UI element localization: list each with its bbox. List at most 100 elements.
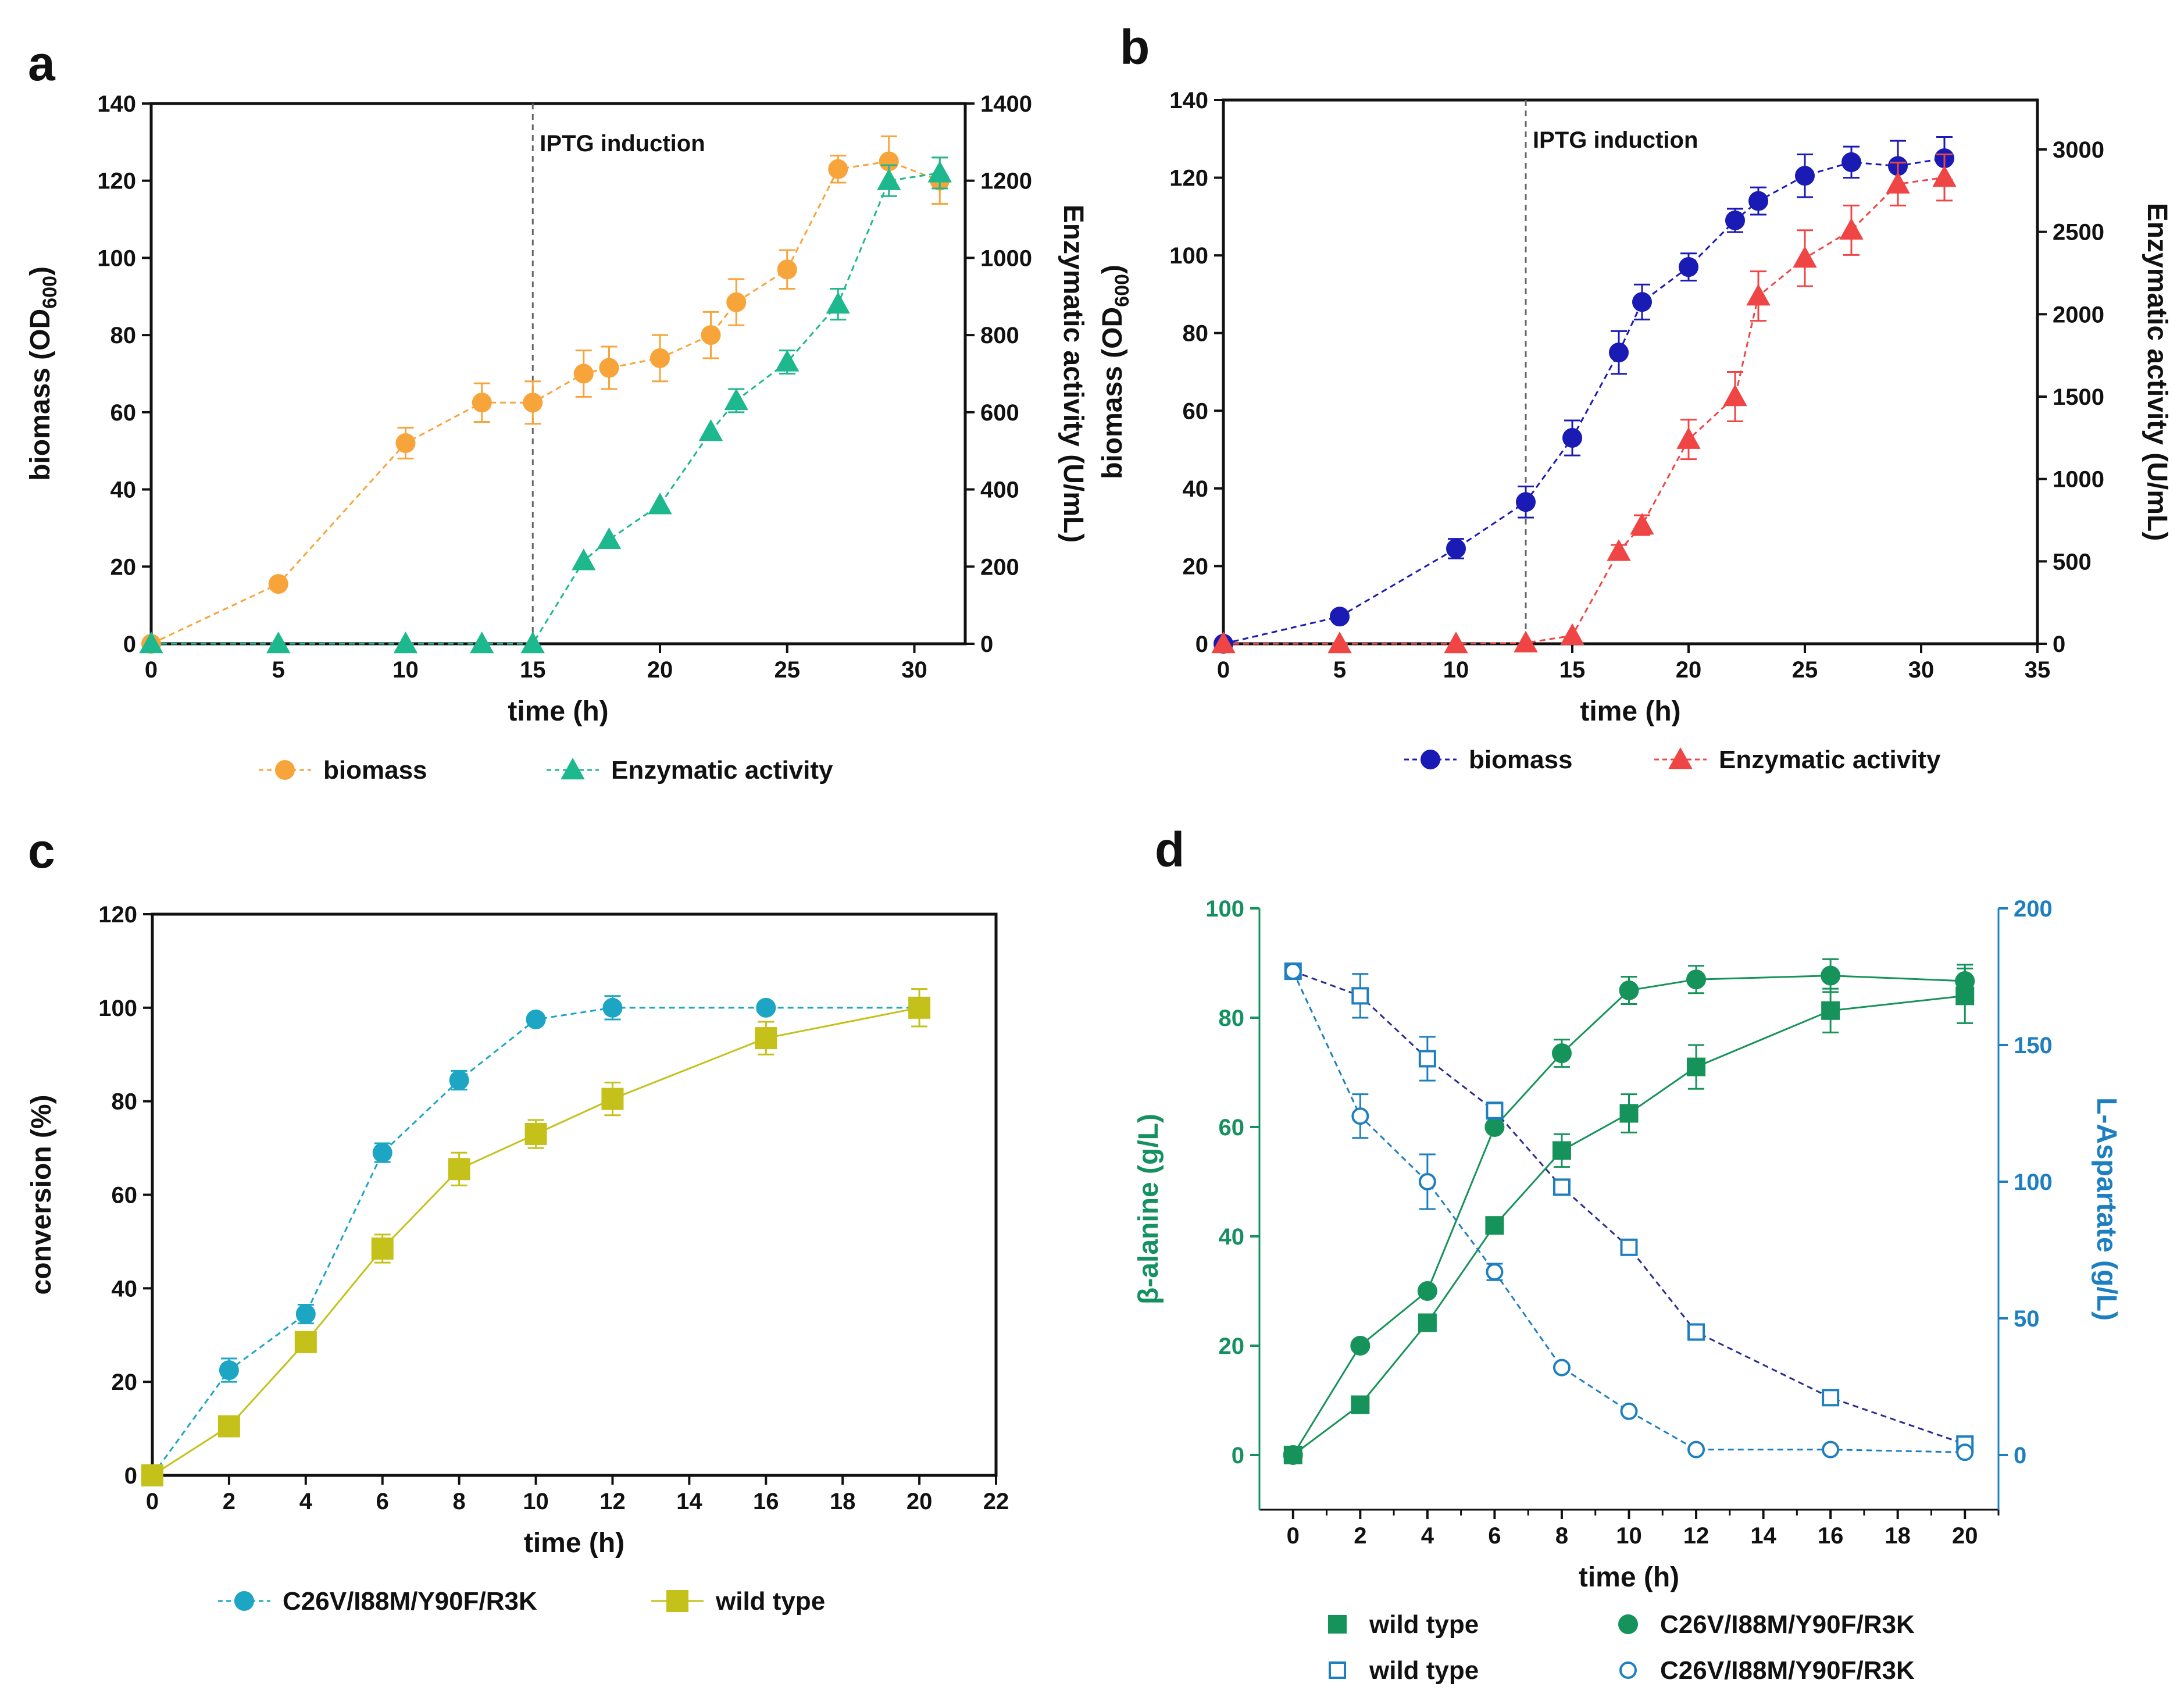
- legend-marker: [1618, 1614, 1638, 1634]
- x-tick-label: 25: [775, 657, 801, 683]
- y-tick-label: 40: [110, 477, 137, 503]
- data-point: [1795, 166, 1815, 186]
- y-tick-label: 100: [1205, 896, 1244, 922]
- data-point: [266, 631, 291, 654]
- data-point: [1793, 245, 1817, 268]
- data-point: [1630, 512, 1654, 535]
- data-point: [141, 1464, 163, 1486]
- panel-label: c: [28, 823, 55, 878]
- y-tick-label: 140: [97, 91, 136, 117]
- data-point: [1679, 257, 1698, 277]
- data-point: [1619, 1104, 1639, 1123]
- data-point: [1746, 284, 1771, 306]
- legend-marker: [1619, 1661, 1637, 1679]
- y-tick-label: 120: [97, 169, 136, 194]
- data-point: [1551, 1043, 1572, 1064]
- data-point: [1553, 1178, 1571, 1196]
- y2-tick-label: 500: [2053, 549, 2092, 575]
- data-point: [1485, 1216, 1504, 1235]
- induction-label: IPTG induction: [1533, 127, 1698, 153]
- y-tick-label: 120: [1169, 166, 1208, 191]
- legend-marker: [561, 757, 585, 780]
- data-point: [1821, 1001, 1840, 1020]
- data-point: [449, 1070, 469, 1090]
- legend-marker: [1421, 750, 1440, 769]
- x-tick-label: 20: [907, 1489, 933, 1514]
- data-point: [520, 631, 545, 654]
- data-point: [698, 419, 723, 441]
- data-point: [1446, 539, 1466, 559]
- data-point: [1351, 1395, 1370, 1414]
- y-tick-label: 100: [98, 996, 137, 1021]
- x-axis-label: time (h): [524, 1528, 624, 1559]
- x-tick-label: 2: [223, 1489, 235, 1514]
- data-point: [1886, 172, 1910, 194]
- x-tick-label: 8: [1555, 1523, 1568, 1549]
- x-tick-label: 0: [146, 1489, 159, 1514]
- data-point: [1687, 1323, 1705, 1341]
- data-point: [470, 631, 494, 654]
- y2-tick-label: 0: [980, 632, 993, 657]
- x-tick-label: 12: [599, 1489, 626, 1514]
- panel-label: b: [1120, 20, 1150, 74]
- series-line: [1292, 994, 1965, 1456]
- data-point: [1418, 1313, 1437, 1332]
- panel-c: c 0 2 4 6 8 10 12 14 16 18 20 22 time (h) 0 20 40 60 80 100…: [26, 823, 1009, 1616]
- series-line: [1292, 971, 1965, 1453]
- data-point: [648, 493, 672, 515]
- y-tick-label: 0: [124, 1463, 137, 1489]
- series-line: [1292, 975, 1965, 1456]
- y2-tick-label: 0: [2053, 632, 2065, 657]
- data-point: [877, 168, 901, 190]
- data-point: [395, 433, 416, 453]
- data-point: [472, 393, 492, 413]
- x-tick-label: 0: [1287, 1523, 1300, 1549]
- data-point: [1687, 1440, 1705, 1459]
- y2-tick-label: 100: [2014, 1169, 2053, 1195]
- data-point: [1687, 1057, 1706, 1076]
- x-axis-label: time (h): [1579, 1562, 1679, 1593]
- data-point: [1284, 962, 1302, 980]
- y-axis-label-main: biomass (OD: [1097, 307, 1128, 479]
- data-point: [726, 292, 747, 312]
- y-tick-label: 80: [112, 1089, 138, 1115]
- y2-axis-label: L-Aspartate (g/L): [2091, 1097, 2122, 1321]
- y-tick-label: 40: [1183, 476, 1209, 502]
- legend-label: C26V/I88M/Y90F/R3K: [1660, 1656, 1915, 1685]
- series-line: [151, 172, 940, 645]
- data-point: [602, 997, 623, 1018]
- y-axis-label: biomass (OD600): [25, 266, 61, 481]
- data-point: [724, 388, 748, 411]
- data-point: [1955, 971, 1975, 992]
- y-axis-label-subscript: 600: [1111, 274, 1133, 307]
- y2-tick-label: 0: [2014, 1443, 2026, 1468]
- data-point: [1725, 211, 1745, 231]
- y2-tick-label: 1400: [980, 91, 1032, 117]
- y-tick-label: 20: [1219, 1333, 1245, 1359]
- y2-tick-label: 2500: [2053, 220, 2104, 245]
- legend-marker: [1329, 1661, 1346, 1679]
- data-point: [1350, 1336, 1371, 1356]
- panel-label: a: [28, 36, 56, 91]
- data-point: [1283, 1445, 1303, 1465]
- x-tick-label: 22: [983, 1489, 1009, 1514]
- panel-a: a 0 5 10 15 20 25 30 time (h) 0 20 40 60 80 100 120 140 b…: [25, 36, 1088, 785]
- y-tick-label: 60: [1219, 1115, 1245, 1140]
- x-tick-label: 0: [1217, 657, 1230, 683]
- x-tick-label: 15: [1559, 657, 1586, 683]
- data-point: [1632, 292, 1652, 312]
- data-point: [1932, 165, 1957, 187]
- y2-tick-label: 400: [980, 477, 1019, 503]
- y-tick-label: 0: [1195, 632, 1208, 657]
- y-tick-label: 60: [1183, 398, 1209, 424]
- y2-tick-label: 1000: [2053, 467, 2104, 493]
- legend-label: C26V/I88M/Y90F/R3K: [1660, 1610, 1915, 1639]
- data-point: [1351, 1107, 1369, 1125]
- x-tick-label: 5: [1333, 657, 1346, 683]
- data-point: [139, 631, 163, 654]
- data-point: [1211, 631, 1236, 654]
- data-point: [1417, 1281, 1437, 1301]
- data-point: [1553, 1358, 1571, 1377]
- y-axis-label-main: biomass (OD: [25, 309, 56, 481]
- data-point: [1620, 1402, 1638, 1420]
